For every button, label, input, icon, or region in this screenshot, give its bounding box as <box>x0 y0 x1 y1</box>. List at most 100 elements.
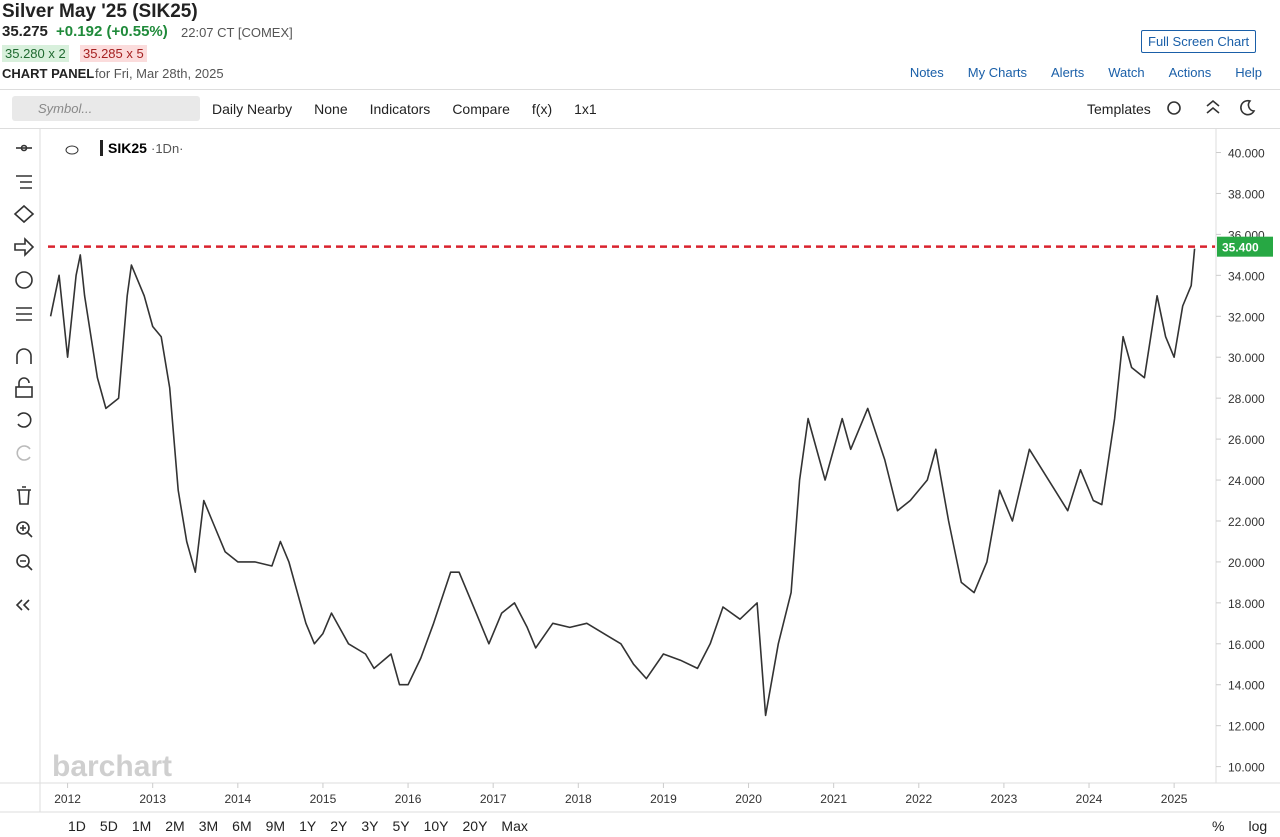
legend-interval: ·1Dn· <box>151 141 184 156</box>
toolbar <box>0 89 1280 129</box>
legend-symbol: SIK25 <box>108 140 147 156</box>
header-link[interactable]: My Charts <box>967 65 1028 80</box>
collapse-up[interactable] <box>1206 99 1220 114</box>
toolbar-item[interactable]: None <box>314 101 348 117</box>
x-tick-label: 2023 <box>991 792 1018 806</box>
legend-swatch <box>100 140 103 156</box>
y-tick-label: 24.000 <box>1228 474 1265 488</box>
x-tick-label: 2015 <box>310 792 337 806</box>
period-button[interactable]: 9M <box>265 818 286 834</box>
lock[interactable] <box>15 386 33 398</box>
tool-count[interactable] <box>15 271 33 289</box>
y-tick-label: 38.000 <box>1228 187 1265 201</box>
y-tick-label: 16.000 <box>1228 638 1265 652</box>
tool-shape[interactable] <box>13 204 35 224</box>
tool-arrow[interactable] <box>14 237 35 257</box>
header-link[interactable]: Actions <box>1168 65 1212 80</box>
zoom-in-sign <box>20 525 33 538</box>
x-tick-label: 2016 <box>395 792 422 806</box>
x-tick-label: 2021 <box>820 792 847 806</box>
delete[interactable] <box>17 486 31 505</box>
y-tick-label: 34.000 <box>1228 269 1265 283</box>
x-tick-label: 2019 <box>650 792 677 806</box>
header-link[interactable]: Help <box>1235 65 1262 80</box>
x-tick-label: 2017 <box>480 792 507 806</box>
period-button[interactable]: 1M <box>131 818 152 834</box>
zoom-out-sign <box>20 560 33 571</box>
settings[interactable] <box>1167 101 1181 115</box>
y-tick-label: 12.000 <box>1228 720 1265 734</box>
toolbar-items: Daily Nearby None Indicators Compare f(x) 1x1 <box>212 101 597 117</box>
period-button[interactable]: Max <box>501 818 528 834</box>
x-tick-label: 2013 <box>139 792 166 806</box>
period-button[interactable]: 2Y <box>330 818 348 834</box>
header-link[interactable]: Notes <box>909 65 944 80</box>
title: Silver May '25 (SIK25) <box>2 1 198 22</box>
x-tick-label: 2014 <box>224 792 251 806</box>
zoom-in[interactable] <box>16 521 30 535</box>
x-tick-label: 2018 <box>565 792 592 806</box>
bid: 35.280 x 2 <box>2 45 69 62</box>
zoom-out[interactable] <box>16 554 30 568</box>
y-tick-label: 30.000 <box>1228 351 1265 365</box>
magnet[interactable] <box>16 348 32 364</box>
legend: SIK25 ·1Dn· <box>65 140 184 156</box>
lock-shackle <box>18 377 30 387</box>
y-tick-label: 22.000 <box>1228 515 1265 529</box>
full-screen-button[interactable]: Full Screen Chart <box>1141 30 1257 53</box>
tool-measure[interactable] <box>16 307 32 321</box>
scale-button[interactable]: log <box>1248 818 1268 834</box>
period-button[interactable]: 2M <box>165 818 185 834</box>
top-icons[interactable] <box>1167 99 1256 116</box>
scale-button[interactable]: % <box>1212 818 1225 834</box>
period-button[interactable]: 6M <box>232 818 252 834</box>
panel-label: CHART PANEL <box>2 66 95 81</box>
y-tick-label: 26.000 <box>1228 433 1265 447</box>
x-tick-label: 2022 <box>905 792 932 806</box>
toolbar-item[interactable]: Daily Nearby <box>212 101 293 117</box>
y-tick-label: 14.000 <box>1228 679 1265 693</box>
toolbar-item[interactable]: Compare <box>452 101 510 117</box>
price-tag-label: 35.400 <box>1222 241 1259 255</box>
y-tick-label: 32.000 <box>1228 310 1265 324</box>
period-button[interactable]: 1Y <box>299 818 317 834</box>
last-price: 35.275 <box>2 23 48 40</box>
period-button[interactable]: 3M <box>198 818 219 834</box>
tool-dot <box>20 144 28 152</box>
y-tick-label: 28.000 <box>1228 392 1265 406</box>
period-button[interactable]: 1D <box>68 818 86 834</box>
y-tick-label: 18.000 <box>1228 597 1265 611</box>
period-buttons: 1D 5D 1M 2M 3M 6M 9M 1Y 2Y 3Y 5Y 10Y 20Y Max <box>68 818 528 834</box>
period-button[interactable]: 5Y <box>392 818 410 834</box>
drawing-tools[interactable] <box>13 144 35 611</box>
collapse[interactable] <box>15 599 30 611</box>
toolbar-item[interactable]: f(x) <box>531 101 553 117</box>
period-button[interactable]: 10Y <box>423 818 449 834</box>
undo[interactable] <box>17 412 32 428</box>
header-link[interactable]: Alerts <box>1051 65 1085 80</box>
symbol-search[interactable]: Symbol... <box>12 96 200 121</box>
header-link[interactable]: Watch <box>1108 65 1145 80</box>
period-button[interactable]: 20Y <box>462 818 488 834</box>
x-tick-label: 2012 <box>54 792 81 806</box>
scale-buttons: % log <box>1212 818 1267 834</box>
y-tick-label: 10.000 <box>1228 761 1265 775</box>
period-button[interactable]: 3Y <box>361 818 379 834</box>
period-button[interactable]: 5D <box>99 818 118 834</box>
x-tick-label: 2025 <box>1161 792 1188 806</box>
tool-fib[interactable] <box>16 175 32 189</box>
x-tick-label: 2024 <box>1076 792 1103 806</box>
y-tick-label: 40.000 <box>1228 147 1265 161</box>
templates-button[interactable]: Templates <box>1087 101 1151 117</box>
watermark: barchart <box>52 750 172 783</box>
eye-icon[interactable] <box>65 145 79 155</box>
header-links: Notes My Charts Alerts Watch Actions Help <box>910 65 1262 80</box>
toolbar-item[interactable]: Indicators <box>369 101 431 117</box>
dark-mode[interactable] <box>1240 99 1256 116</box>
y-tick-label: 20.000 <box>1228 556 1265 570</box>
redo[interactable] <box>16 445 31 461</box>
toolbar-item[interactable]: 1x1 <box>574 101 597 117</box>
quote-time: 22:07 CT [COMEX] <box>181 25 293 40</box>
